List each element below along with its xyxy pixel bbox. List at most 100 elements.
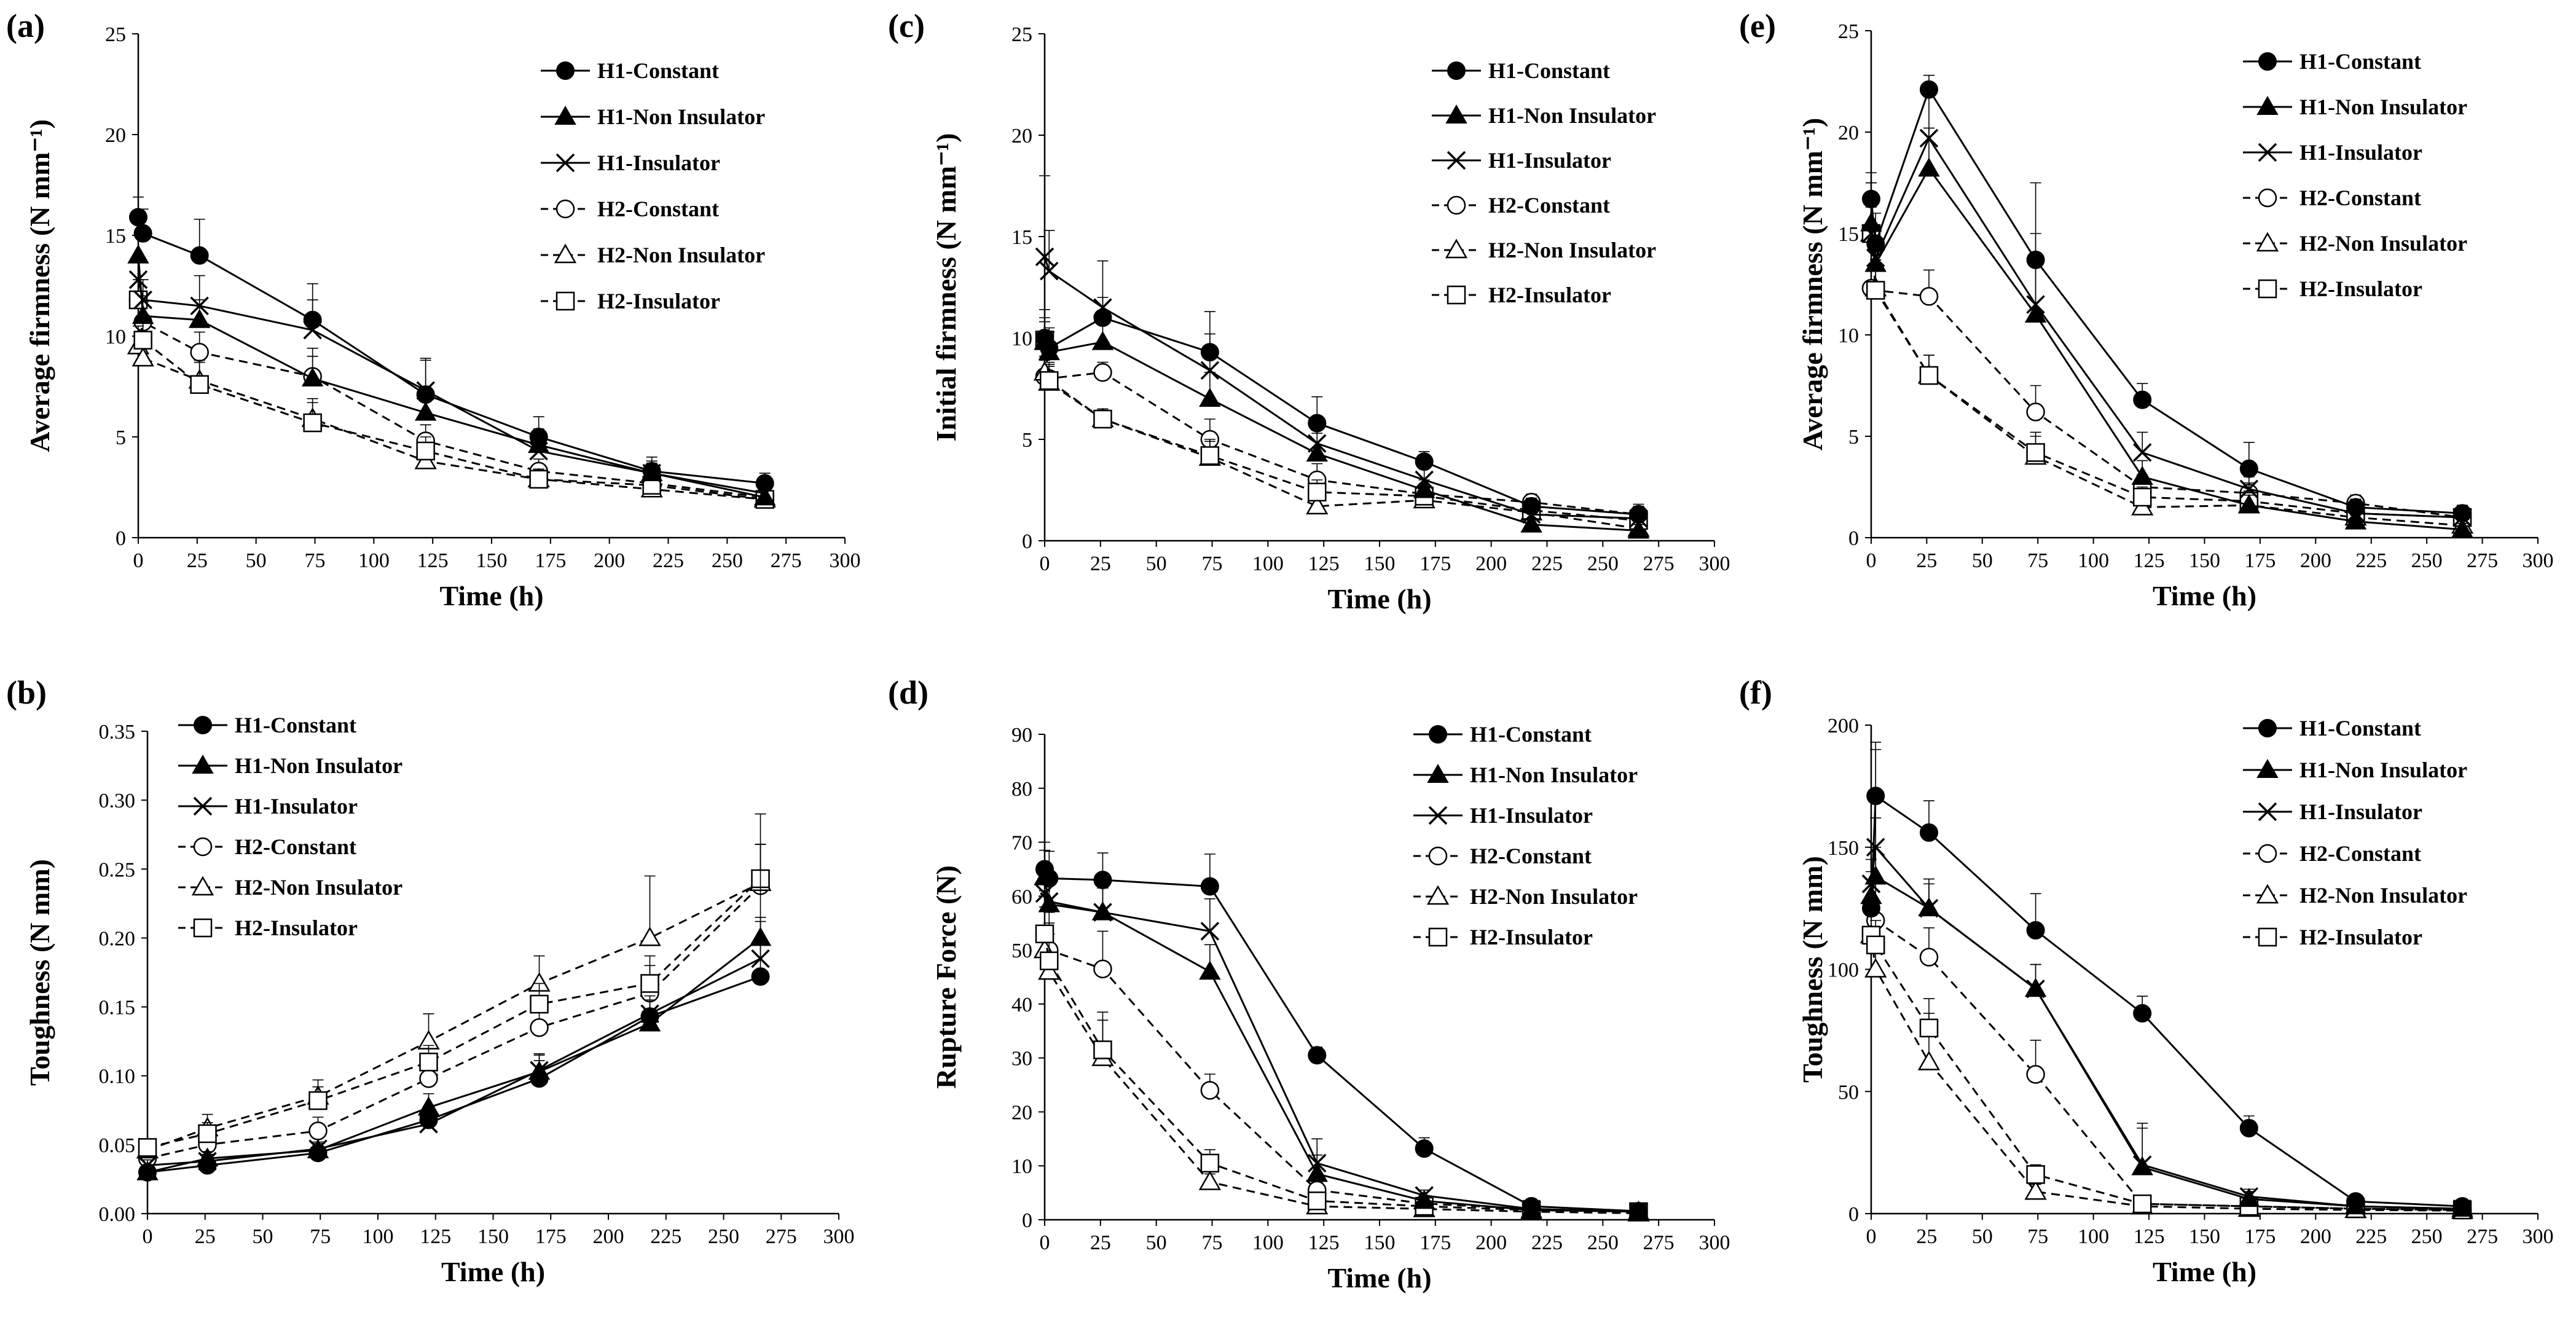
data-point — [2132, 443, 2152, 462]
data-point — [1199, 387, 1221, 407]
x-tick-label: 100 — [358, 549, 390, 572]
legend-label: H2-Constant — [235, 834, 356, 859]
x-tick-label: 150 — [476, 549, 508, 572]
x-tick-label: 175 — [535, 549, 566, 572]
x-tick-label: 200 — [2300, 549, 2331, 572]
legend-item: H1-Non Insulator — [178, 753, 402, 778]
legend-marker — [193, 796, 213, 816]
legend-label: H2-Insulator — [2299, 277, 2422, 301]
data-point — [530, 1018, 549, 1037]
data-point — [1035, 924, 1054, 944]
legend-item: H1-Insulator — [178, 794, 358, 819]
x-tick-label: 175 — [535, 1225, 567, 1248]
x-tick-label: 25 — [187, 549, 208, 572]
series-h1-non-insulator — [1034, 321, 1650, 539]
x-tick-label: 200 — [593, 1225, 624, 1248]
y-tick-label: 5 — [1022, 429, 1032, 452]
y-tick-label: 90 — [1011, 724, 1032, 747]
x-tick-label: 75 — [1202, 1231, 1223, 1254]
y-tick-label: 10 — [1011, 328, 1032, 350]
x-tick-label: 100 — [1252, 552, 1284, 575]
y-tick-label: 5 — [116, 426, 126, 449]
x-axis-title: Time (h) — [2153, 1256, 2256, 1287]
data-point — [529, 441, 548, 461]
data-point — [138, 1156, 157, 1175]
data-point — [1200, 877, 1219, 896]
data-point — [1866, 281, 1885, 300]
x-tick-label: 275 — [1643, 552, 1675, 575]
x-tick-label: 100 — [363, 1225, 394, 1248]
data-point — [2026, 979, 2045, 999]
x-tick-label: 250 — [2411, 549, 2443, 572]
data-point — [132, 305, 154, 324]
legend-item: H2-Non Insulator — [541, 243, 765, 267]
x-tick-label: 250 — [712, 549, 743, 572]
data-point — [133, 290, 152, 310]
series-line — [147, 937, 761, 1174]
series-h1-insulator — [1861, 817, 2472, 1219]
series-line — [137, 255, 765, 498]
data-point — [2452, 508, 2472, 527]
legend-item: H1-Constant — [2243, 49, 2421, 74]
legend-label: H1-Constant — [2299, 49, 2421, 74]
legend-item: H1-Constant — [2243, 716, 2421, 740]
data-point — [414, 401, 437, 421]
x-tick-label: 275 — [1643, 1231, 1675, 1254]
y-axis-title: Rupture Force (N) — [930, 865, 962, 1089]
series-line — [1870, 919, 2463, 1211]
legend-label: H1-Constant — [2299, 716, 2421, 740]
data-point — [2346, 504, 2365, 523]
y-tick-label: 5 — [1848, 426, 1859, 449]
x-tick-label: 50 — [1972, 1225, 1993, 1248]
x-axis-title: Time (h) — [2153, 580, 2256, 611]
legend-marker — [2256, 758, 2279, 778]
legend-item: H2-Insulator — [541, 289, 720, 313]
y-tick-label: 0 — [1022, 1209, 1032, 1232]
legend-marker — [2258, 802, 2277, 822]
data-point — [1200, 922, 1220, 941]
y-tick-label: 30 — [1011, 1048, 1032, 1070]
series-h2-insulator — [1035, 308, 1648, 530]
data-point — [1308, 482, 1327, 502]
legend-label: H2-Non Insulator — [2299, 231, 2467, 256]
x-tick-label: 275 — [766, 1225, 797, 1248]
legend-item: H1-Non Insulator — [1413, 763, 1638, 787]
data-point — [308, 1121, 328, 1140]
legend-marker — [2258, 844, 2277, 863]
data-point — [416, 441, 435, 461]
legend-item: H1-Insulator — [2243, 140, 2422, 165]
data-point — [530, 994, 549, 1014]
data-point — [133, 331, 152, 350]
legend-marker — [556, 153, 575, 173]
data-point — [190, 375, 209, 394]
data-point — [1629, 1202, 1648, 1222]
legend-label: H1-Insulator — [2299, 140, 2422, 165]
data-point — [1861, 224, 1881, 243]
series-h2-insulator — [138, 844, 770, 1157]
legend-item: H1-Non Insulator — [1432, 103, 1656, 128]
legend-label: H1-Non Insulator — [597, 104, 765, 129]
y-tick-label: 0.30 — [99, 790, 136, 812]
data-point — [198, 1124, 217, 1144]
panel-label: (d) — [888, 674, 929, 711]
y-tick-label: 0.10 — [99, 1066, 136, 1088]
data-point — [1040, 951, 1059, 970]
y-tick-label: 10 — [1838, 324, 1859, 347]
x-tick-label: 300 — [1699, 1231, 1730, 1254]
series-line — [1043, 877, 1639, 1213]
data-point — [1308, 1046, 1327, 1065]
series-h2-non-insulator — [136, 813, 772, 1159]
legend-label: H1-Non Insulator — [235, 753, 402, 778]
data-point — [1415, 1139, 1434, 1158]
data-point — [1866, 248, 1885, 267]
series-line — [1870, 935, 2463, 1211]
legend-marker — [1427, 763, 1449, 783]
legend-marker — [2258, 52, 2277, 71]
legend-label: H1-Insulator — [2299, 799, 2422, 824]
x-tick-label: 125 — [1308, 552, 1340, 575]
data-point — [1918, 157, 1940, 177]
series-h1-non-insulator — [136, 844, 772, 1180]
data-point — [1866, 787, 1885, 806]
series-h1-insulator — [1035, 866, 1648, 1222]
